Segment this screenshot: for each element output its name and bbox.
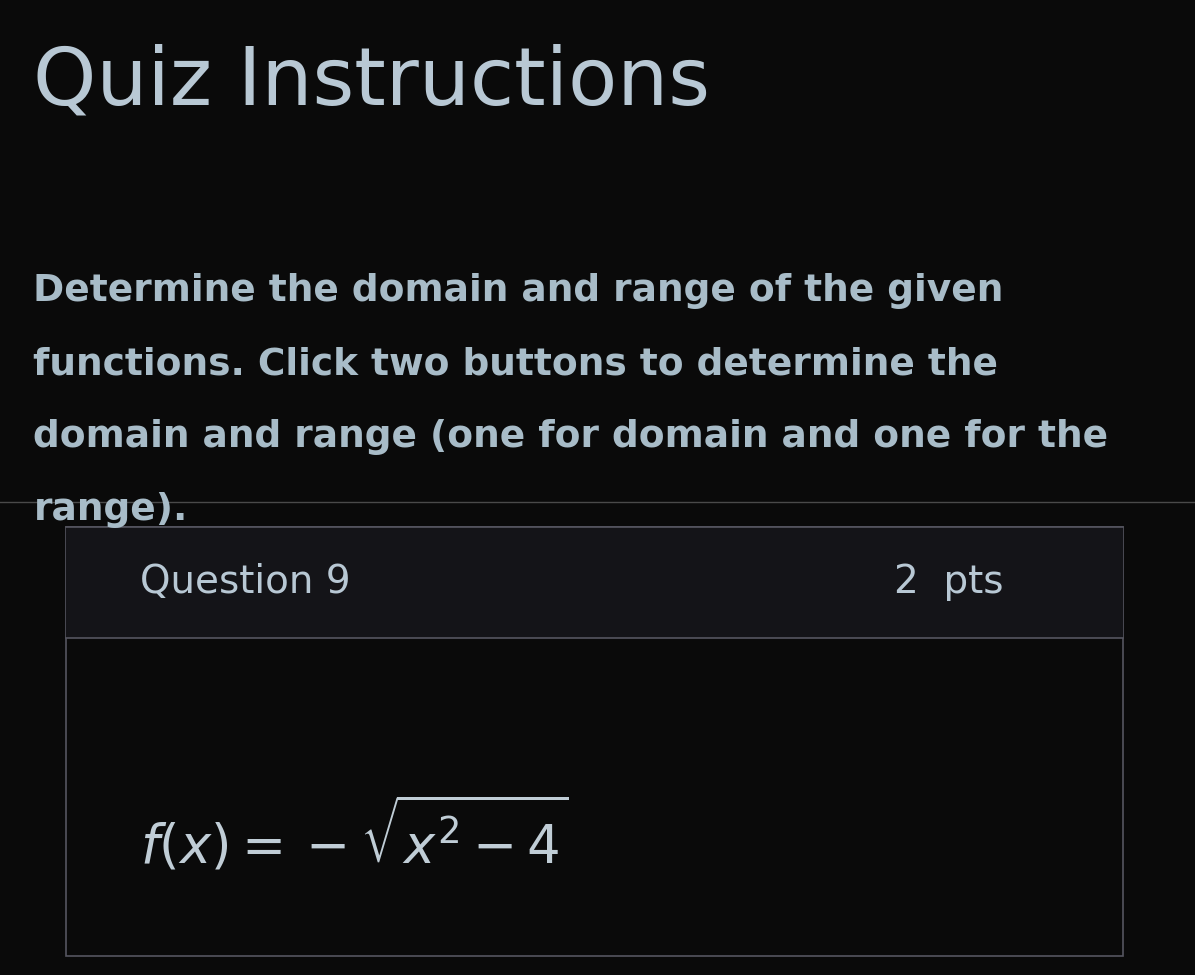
- Text: Quiz Instructions: Quiz Instructions: [33, 44, 711, 122]
- Text: 2  pts: 2 pts: [894, 564, 1004, 602]
- Text: $f(x) = -\sqrt{x^2 - 4}$: $f(x) = -\sqrt{x^2 - 4}$: [140, 796, 569, 875]
- Text: functions. Click two buttons to determine the: functions. Click two buttons to determin…: [33, 346, 999, 382]
- Text: Question 9: Question 9: [140, 564, 351, 602]
- FancyBboxPatch shape: [66, 526, 1123, 638]
- Text: domain and range (one for domain and one for the: domain and range (one for domain and one…: [33, 419, 1109, 455]
- Text: Determine the domain and range of the given: Determine the domain and range of the gi…: [33, 273, 1004, 309]
- FancyBboxPatch shape: [66, 526, 1123, 956]
- Text: range).: range).: [33, 492, 188, 528]
